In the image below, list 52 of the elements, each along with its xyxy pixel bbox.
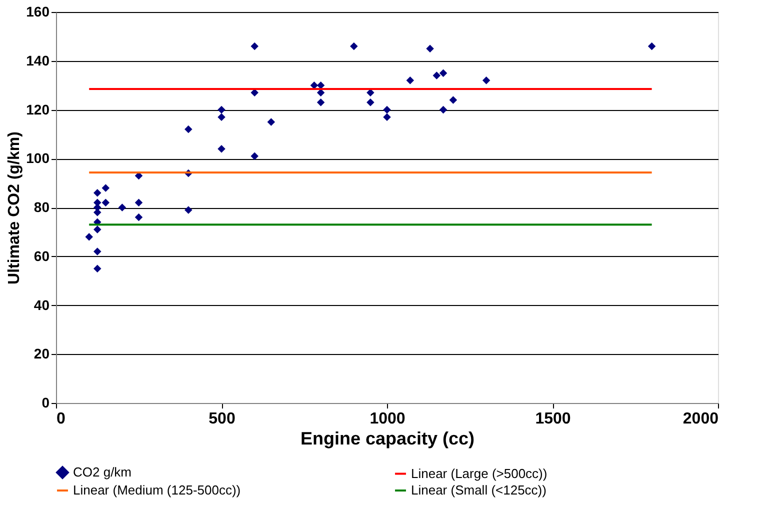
point [426,44,434,53]
point [94,248,102,256]
point [218,144,226,153]
y-tick-label: 140 [26,52,50,68]
y-tick-label: 60 [34,248,50,264]
x-tick-label: 1000 [370,410,406,428]
point [648,42,656,50]
point [316,98,325,106]
point [102,184,110,192]
point [383,106,391,114]
point [439,106,448,114]
x-tick-label: 0 [56,410,66,428]
point [94,208,102,216]
point [134,213,143,222]
y-tick-label: 120 [26,101,50,118]
point [184,206,192,214]
point [449,96,458,104]
point [118,204,126,212]
legend-label: Linear (Small (<125cc)) [411,482,546,498]
x-tick-label: 2000 [682,410,719,428]
point [366,98,374,106]
y-tick-label: 100 [26,150,50,166]
point [250,152,258,160]
y-tick-label: 40 [34,296,50,313]
point [267,118,276,126]
legend-label: Linear (Medium (125-500cc)) [73,482,241,498]
y-tick-label: 20 [34,346,50,362]
y-axis-title: Ultimate CO2 (g/km) [6,132,24,284]
legend-label: Linear (Large (>500cc)) [411,466,548,481]
point [406,76,414,84]
x-tick-label: 1500 [535,410,571,428]
y-tick-label: 0 [42,394,50,410]
point [94,188,102,197]
point [94,226,102,234]
point [350,42,358,50]
point [94,264,102,272]
point [85,232,93,241]
point [383,113,391,121]
x-tick-label: 500 [208,410,236,428]
y-tick-label: 160 [26,4,50,20]
point [218,113,226,121]
point [134,198,143,206]
point [184,125,192,134]
point [432,72,441,80]
point [439,69,448,77]
legend-label: CO2 g/km [73,464,132,480]
point [218,106,226,114]
point [102,198,110,206]
y-tick-label: 80 [34,199,50,215]
point [482,76,490,84]
point [250,42,258,50]
x-axis-title: Engine capacity (cc) [300,428,475,448]
